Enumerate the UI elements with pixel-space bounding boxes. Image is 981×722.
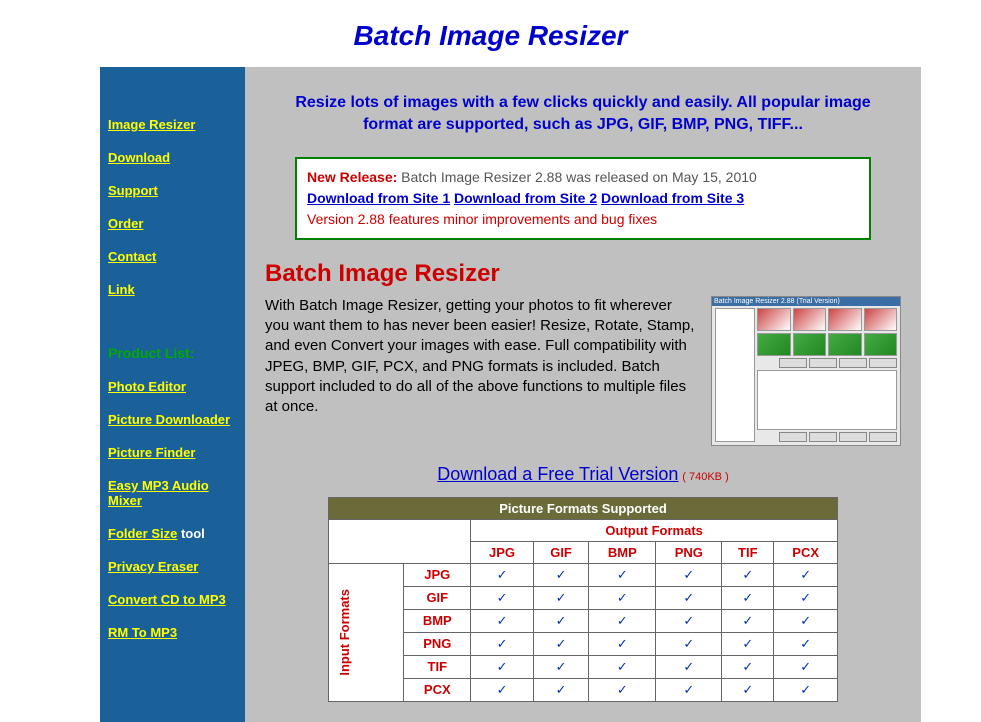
formats-check: ✓ — [533, 563, 589, 586]
nav-folder-size[interactable]: Folder Size — [108, 526, 177, 541]
formats-check: ✓ — [589, 563, 656, 586]
dl-site-3[interactable]: Download from Site 3 — [601, 190, 744, 206]
nav-rm-mp3[interactable]: RM To MP3 — [108, 625, 237, 640]
formats-check: ✓ — [774, 678, 838, 701]
formats-check: ✓ — [656, 632, 722, 655]
formats-check: ✓ — [589, 632, 656, 655]
nav-support[interactable]: Support — [108, 183, 237, 198]
nav-picture-finder[interactable]: Picture Finder — [108, 445, 237, 460]
dl-site-2[interactable]: Download from Site 2 — [454, 190, 597, 206]
formats-check: ✓ — [722, 563, 774, 586]
trial-size: ( 740KB ) — [682, 471, 728, 483]
formats-check: ✓ — [471, 563, 533, 586]
page-title: Batch Image Resizer — [0, 0, 981, 67]
formats-check: ✓ — [774, 586, 838, 609]
formats-row-label: JPG — [404, 563, 471, 586]
input-formats-label: Input Formats — [329, 563, 404, 701]
formats-check: ✓ — [589, 655, 656, 678]
formats-check: ✓ — [471, 609, 533, 632]
nav-order[interactable]: Order — [108, 216, 237, 231]
sidebar: Image Resizer Download Support Order Con… — [100, 67, 245, 722]
nav-folder-size-row: Folder Size tool — [108, 526, 237, 541]
formats-check: ✓ — [589, 609, 656, 632]
output-formats-label: Output Formats — [471, 519, 838, 541]
nav-link[interactable]: Link — [108, 282, 237, 297]
layout: Image Resizer Download Support Order Con… — [100, 67, 921, 722]
formats-check: ✓ — [656, 655, 722, 678]
formats-check: ✓ — [774, 655, 838, 678]
product-list-label: Product List: — [108, 345, 237, 361]
formats-row: TIF✓✓✓✓✓✓ — [329, 655, 838, 678]
formats-row-label: PNG — [404, 632, 471, 655]
trial-row: Download a Free Trial Version ( 740KB ) — [265, 464, 901, 485]
formats-row-label: BMP — [404, 609, 471, 632]
formats-row: PNG✓✓✓✓✓✓ — [329, 632, 838, 655]
formats-check: ✓ — [722, 655, 774, 678]
formats-check: ✓ — [471, 678, 533, 701]
nav-photo-editor[interactable]: Photo Editor — [108, 379, 237, 394]
formats-title: Picture Formats Supported — [329, 497, 838, 519]
section-title: Batch Image Resizer — [265, 260, 901, 288]
trial-link[interactable]: Download a Free Trial Version — [437, 464, 678, 484]
tagline: Resize lots of images with a few clicks … — [265, 82, 901, 157]
formats-check: ✓ — [589, 678, 656, 701]
release-notes: Version 2.88 features minor improvements… — [307, 209, 859, 230]
formats-check: ✓ — [722, 586, 774, 609]
description-row: With Batch Image Resizer, getting your p… — [265, 296, 901, 446]
formats-check: ✓ — [471, 632, 533, 655]
formats-check: ✓ — [533, 586, 589, 609]
formats-check: ✓ — [471, 655, 533, 678]
formats-corner — [329, 519, 471, 563]
folder-size-suffix: tool — [177, 526, 204, 541]
formats-row-label: TIF — [404, 655, 471, 678]
nav-picture-downloader[interactable]: Picture Downloader — [108, 412, 237, 427]
formats-check: ✓ — [722, 678, 774, 701]
formats-row: Input FormatsJPG✓✓✓✓✓✓ — [329, 563, 838, 586]
formats-check: ✓ — [722, 632, 774, 655]
formats-row: PCX✓✓✓✓✓✓ — [329, 678, 838, 701]
dl-site-1[interactable]: Download from Site 1 — [307, 190, 450, 206]
formats-check: ✓ — [533, 609, 589, 632]
app-screenshot: Batch Image Resizer 2.88 (Trial Version) — [711, 296, 901, 446]
formats-row: BMP✓✓✓✓✓✓ — [329, 609, 838, 632]
nav-image-resizer[interactable]: Image Resizer — [108, 117, 237, 132]
formats-check: ✓ — [533, 655, 589, 678]
formats-check: ✓ — [774, 632, 838, 655]
release-text: Batch Image Resizer 2.88 was released on… — [401, 169, 757, 185]
formats-check: ✓ — [471, 586, 533, 609]
formats-table: Picture Formats Supported Output Formats… — [328, 497, 838, 702]
formats-check: ✓ — [774, 609, 838, 632]
nav-contact[interactable]: Contact — [108, 249, 237, 264]
nav-convert-cd[interactable]: Convert CD to MP3 — [108, 592, 237, 607]
release-box: New Release: Batch Image Resizer 2.88 wa… — [295, 157, 871, 240]
formats-check: ✓ — [656, 609, 722, 632]
main-content: Resize lots of images with a few clicks … — [245, 67, 921, 722]
formats-check: ✓ — [533, 678, 589, 701]
nav-privacy-eraser[interactable]: Privacy Eraser — [108, 559, 237, 574]
nav-mp3-mixer[interactable]: Easy MP3 Audio Mixer — [108, 478, 237, 508]
description-text: With Batch Image Resizer, getting your p… — [265, 296, 696, 418]
formats-row-label: PCX — [404, 678, 471, 701]
formats-check: ✓ — [774, 563, 838, 586]
formats-check: ✓ — [656, 678, 722, 701]
formats-check: ✓ — [722, 609, 774, 632]
nav-download[interactable]: Download — [108, 150, 237, 165]
formats-row-label: GIF — [404, 586, 471, 609]
formats-check: ✓ — [656, 586, 722, 609]
formats-row: GIF✓✓✓✓✓✓ — [329, 586, 838, 609]
formats-check: ✓ — [589, 586, 656, 609]
release-label: New Release: — [307, 169, 401, 185]
formats-check: ✓ — [656, 563, 722, 586]
formats-check: ✓ — [533, 632, 589, 655]
